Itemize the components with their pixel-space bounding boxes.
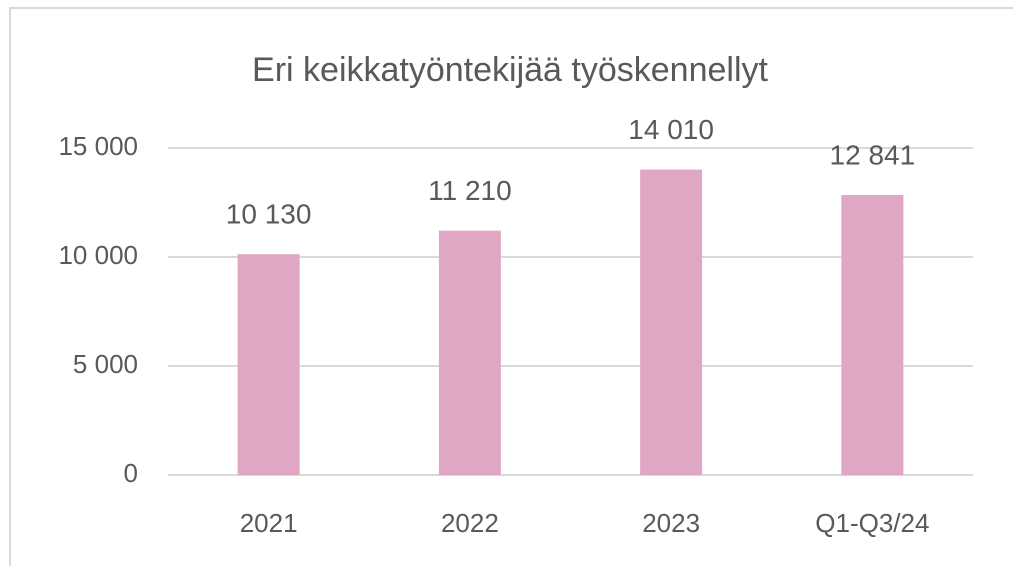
value-label: 12 841 xyxy=(830,139,916,170)
y-tick-label: 0 xyxy=(124,458,138,488)
bar xyxy=(237,254,300,475)
bar xyxy=(438,230,501,475)
y-tick-label: 10 000 xyxy=(58,240,138,270)
bar xyxy=(841,195,904,475)
x-tick-label: 2023 xyxy=(642,508,700,538)
chart-title: Eri keikkatyöntekijää työskennellyt xyxy=(252,51,768,89)
value-label: 14 010 xyxy=(628,114,714,145)
bar xyxy=(640,169,703,475)
value-label: 10 130 xyxy=(226,199,312,230)
y-tick-label: 15 000 xyxy=(58,131,138,161)
x-tick-label: 2021 xyxy=(240,508,298,538)
x-tick-label: Q1-Q3/24 xyxy=(815,508,929,538)
value-label: 11 210 xyxy=(428,175,512,206)
x-tick-label: 2022 xyxy=(441,508,499,538)
y-tick-label: 5 000 xyxy=(73,349,138,379)
